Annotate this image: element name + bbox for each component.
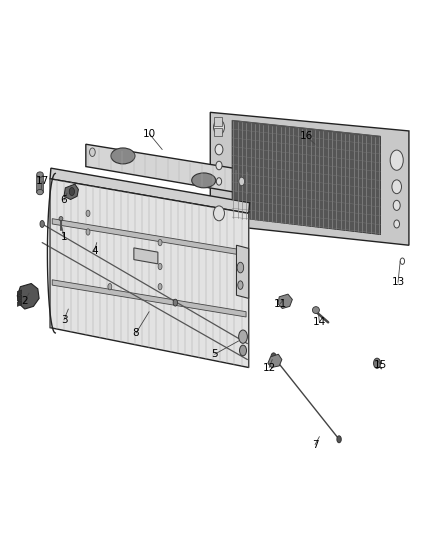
Text: 8: 8 [133, 328, 139, 338]
Text: 1: 1 [61, 232, 67, 243]
Polygon shape [214, 117, 223, 126]
Text: 6: 6 [61, 195, 67, 205]
Ellipse shape [173, 299, 177, 306]
Text: 16: 16 [300, 131, 313, 141]
Ellipse shape [216, 161, 222, 169]
Text: 10: 10 [143, 128, 155, 139]
Ellipse shape [69, 188, 74, 196]
Polygon shape [232, 120, 381, 235]
Text: 11: 11 [273, 298, 287, 309]
Ellipse shape [312, 306, 319, 313]
Ellipse shape [216, 177, 222, 185]
Text: 15: 15 [374, 360, 387, 370]
Ellipse shape [192, 173, 216, 188]
Polygon shape [237, 245, 249, 298]
Ellipse shape [37, 172, 43, 177]
Text: 13: 13 [392, 278, 405, 287]
Ellipse shape [86, 210, 90, 216]
Polygon shape [64, 184, 78, 199]
Ellipse shape [89, 148, 95, 157]
Polygon shape [268, 354, 282, 368]
Ellipse shape [390, 150, 403, 170]
Ellipse shape [374, 358, 381, 368]
Text: 12: 12 [263, 362, 276, 373]
Ellipse shape [111, 148, 135, 164]
Ellipse shape [59, 216, 63, 221]
Ellipse shape [215, 144, 223, 155]
Text: 2: 2 [21, 296, 28, 306]
Ellipse shape [392, 180, 402, 193]
Text: 3: 3 [61, 314, 67, 325]
Polygon shape [17, 290, 21, 296]
Text: 14: 14 [313, 317, 326, 327]
Ellipse shape [37, 189, 43, 195]
Polygon shape [86, 144, 250, 195]
Polygon shape [52, 219, 246, 256]
Ellipse shape [239, 177, 244, 185]
Polygon shape [17, 284, 39, 309]
Ellipse shape [238, 281, 243, 289]
Ellipse shape [271, 353, 276, 361]
Ellipse shape [158, 263, 162, 270]
Ellipse shape [214, 120, 224, 135]
Ellipse shape [108, 284, 112, 290]
Polygon shape [17, 295, 21, 301]
Text: 5: 5 [211, 349, 218, 359]
Ellipse shape [158, 284, 162, 290]
Polygon shape [210, 112, 409, 245]
Text: 17: 17 [35, 176, 49, 187]
Polygon shape [214, 128, 223, 136]
Ellipse shape [393, 200, 400, 211]
Ellipse shape [240, 345, 247, 356]
Ellipse shape [86, 229, 90, 235]
Polygon shape [134, 248, 158, 264]
Ellipse shape [237, 262, 244, 273]
Polygon shape [50, 179, 249, 368]
Ellipse shape [337, 436, 341, 443]
Ellipse shape [158, 239, 162, 246]
Ellipse shape [239, 330, 247, 343]
Polygon shape [278, 294, 292, 309]
Polygon shape [50, 168, 250, 213]
Ellipse shape [40, 221, 44, 228]
Text: 4: 4 [91, 246, 98, 255]
Polygon shape [52, 280, 246, 317]
Ellipse shape [394, 220, 399, 228]
Text: 7: 7 [312, 440, 318, 450]
Polygon shape [17, 301, 21, 306]
Ellipse shape [214, 206, 224, 221]
Polygon shape [36, 174, 43, 192]
